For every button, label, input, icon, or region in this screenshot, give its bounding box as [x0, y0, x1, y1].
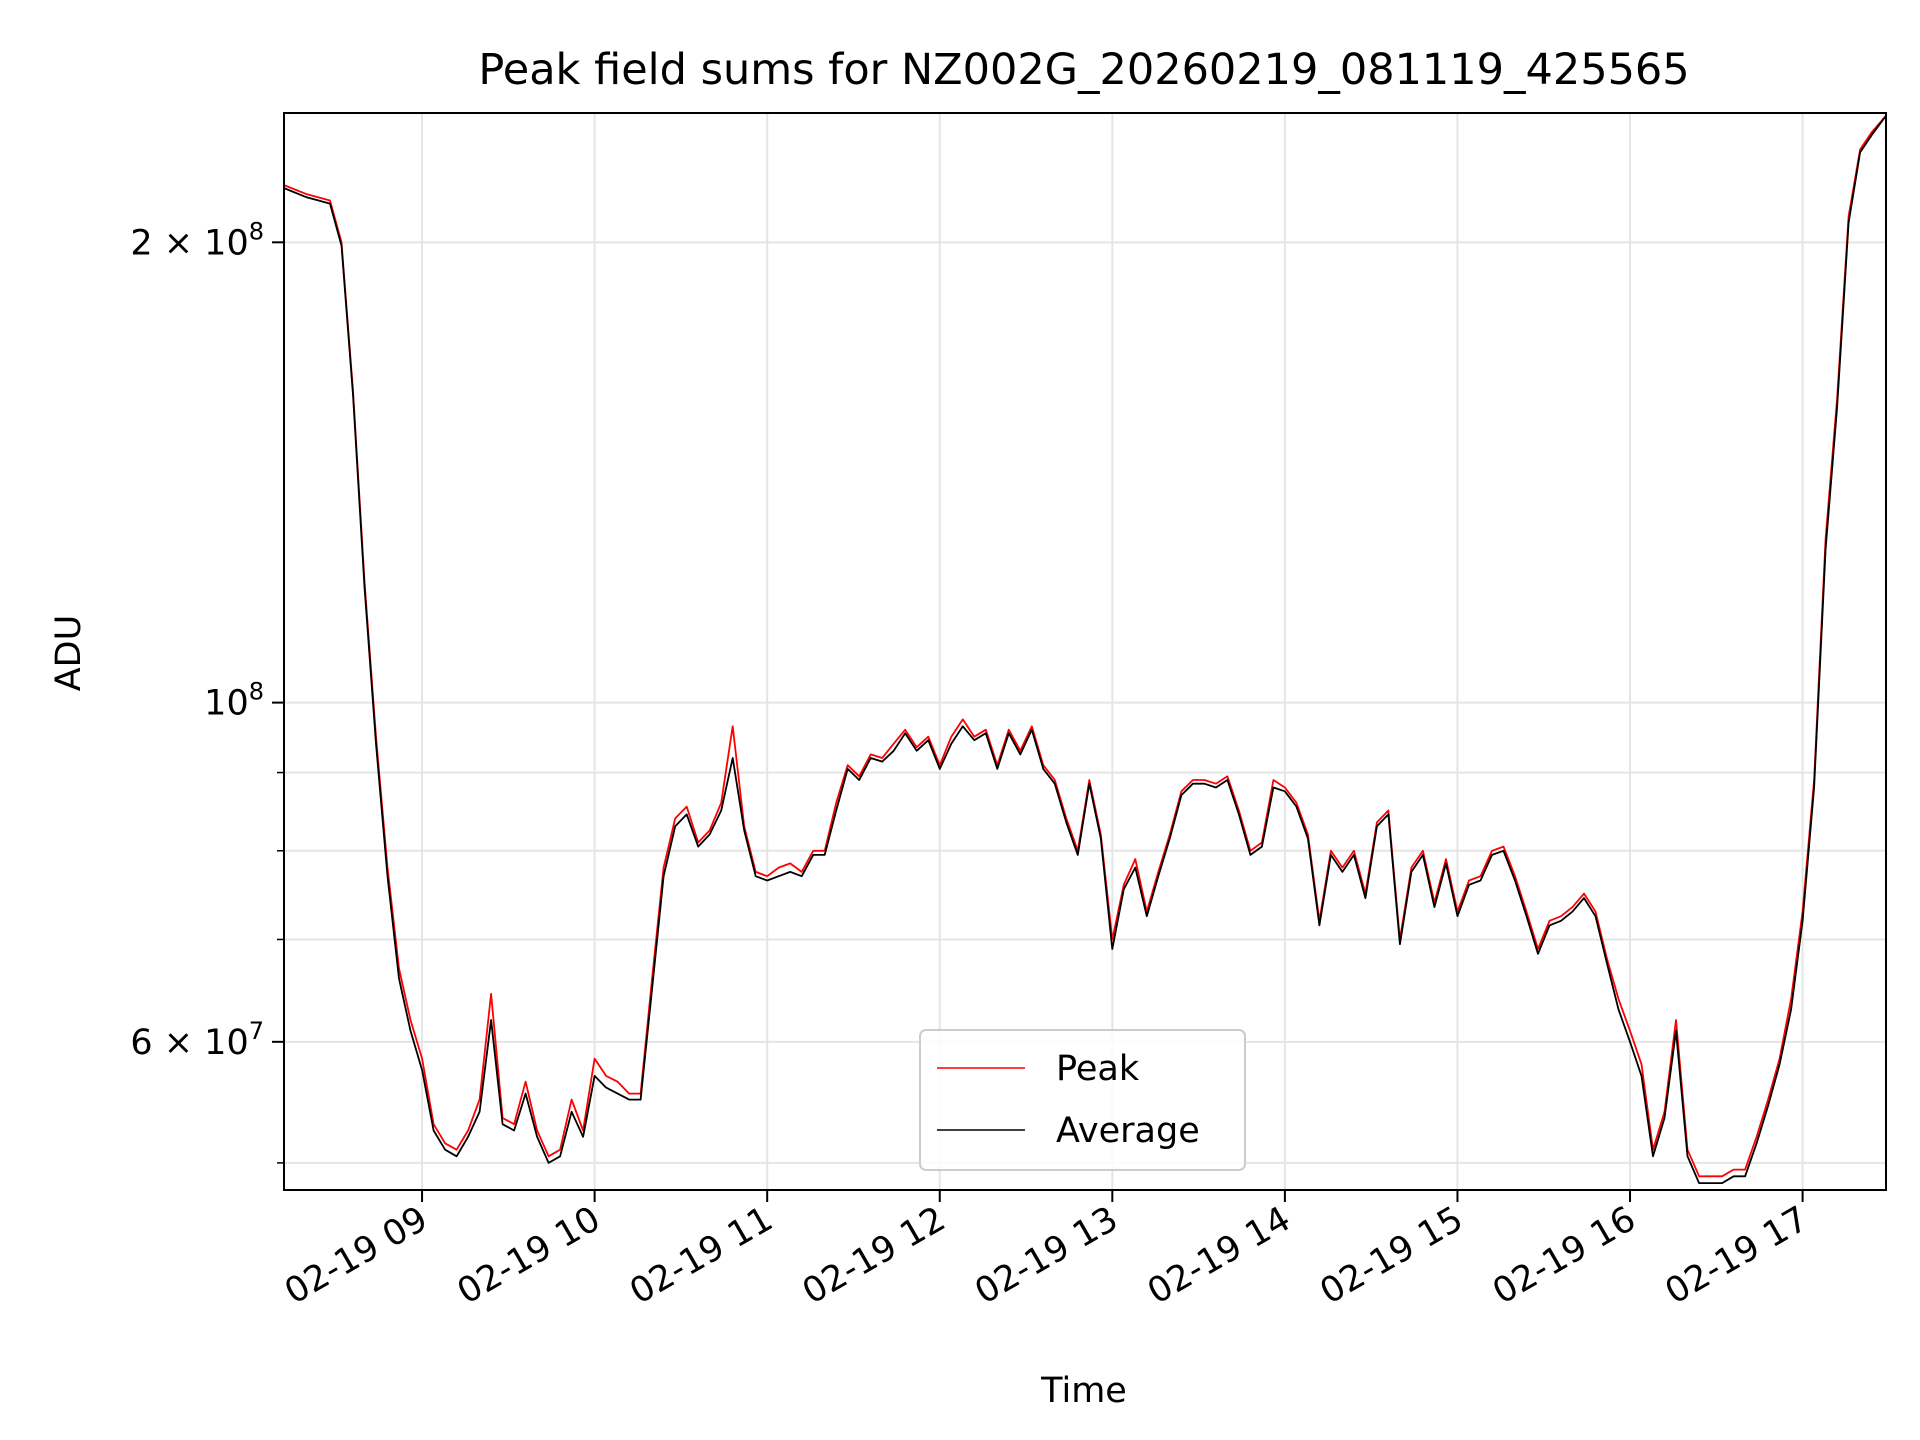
series-group [284, 115, 1886, 1184]
y-tick-label: 2 × 108 [130, 217, 264, 263]
legend-label-average: Average [1056, 1111, 1200, 1151]
y-axis-label: ADU [49, 615, 89, 692]
series-line-average [284, 115, 1886, 1184]
y-tick-label: 108 [204, 678, 264, 724]
legend: Peak Average [919, 1029, 1246, 1171]
y-tick-label: 6 × 107 [130, 1017, 264, 1063]
chart-title: Peak field sums for NZ002G_20260219_0811… [478, 45, 1689, 95]
x-axis-label: Time [1040, 1371, 1127, 1411]
legend-label-peak: Peak [1056, 1049, 1140, 1089]
plot-frame [283, 112, 1887, 1191]
legend-box [919, 1029, 1246, 1171]
